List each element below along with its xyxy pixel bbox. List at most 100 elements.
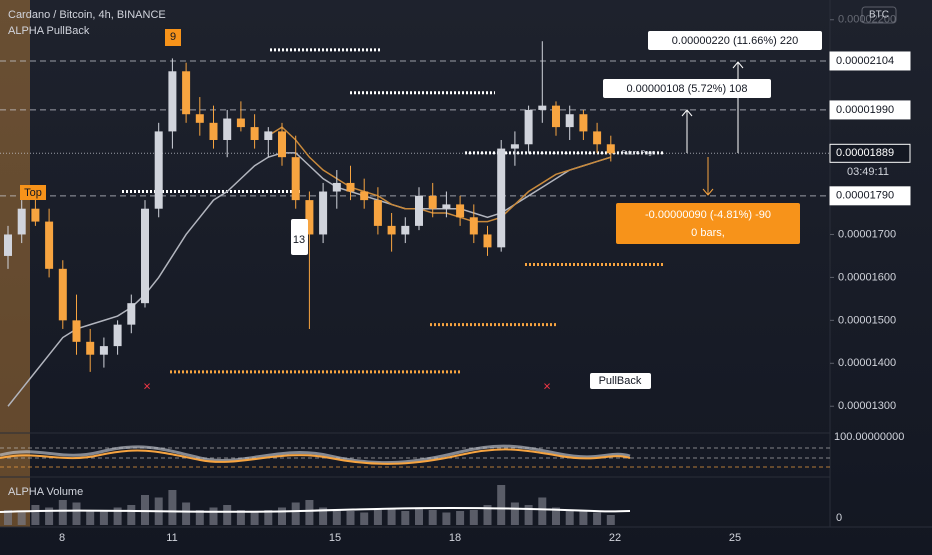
currency[interactable]: BTC [869,10,889,21]
candle-body [552,105,560,128]
candle-body [278,131,286,158]
volume-axis-label: 0 [836,512,842,524]
measure-text: 0 bars, [691,227,725,239]
x-tick-label: 15 [329,532,341,544]
volume-bar [168,490,177,525]
candle-body [182,71,191,115]
volume-bar [332,510,341,525]
pullback-label [590,373,651,389]
measure-text: 0.00000220 (11.66%) 220 [672,35,798,47]
count-label [165,29,181,46]
volume-bar [141,495,149,525]
highlight-band [0,0,30,527]
candle-body [469,217,478,235]
candle-body [428,195,437,209]
measure-box [603,79,771,98]
candle-body [305,200,314,235]
volume-bar [31,505,40,525]
ma-slow [7,152,612,407]
candle-body [346,182,355,192]
volume-bar [99,511,108,525]
candle-body [154,131,163,209]
volume-bar [428,510,437,525]
price-tag-label: 0.00001790 [836,190,894,202]
volume-bar [209,507,218,525]
volume-bar [195,510,204,525]
count-text: 9 [170,31,176,43]
volume-bar [552,507,560,525]
candle-body [291,157,300,201]
x-tick-label: 25 [729,532,741,544]
ma-fast [267,126,612,223]
volume-bar [606,515,615,525]
y-tick-label: 0.00001600 [838,271,896,283]
y-tick-label: 0.00001700 [838,228,896,240]
volume-bar [456,511,465,525]
y-tick-label: 0.00001500 [838,314,896,326]
volume-bar [236,510,245,525]
top-label [20,185,46,200]
price-tag-label: 0.00001990 [836,104,894,116]
volume-bar [182,502,191,525]
price-tag [829,186,911,206]
volume-bar [401,511,410,525]
volume-bar [538,497,547,525]
volume-bar [593,512,602,525]
volume-bar [278,507,286,525]
indicator-name: ALPHA PullBack [8,25,90,37]
candle-body [113,324,122,347]
volume-bar [373,510,382,525]
candle-body [236,118,245,128]
volume-bar [250,512,259,525]
volume-bar [58,500,67,525]
x-tick-label: 8 [59,532,65,544]
y-tick-label: 0.00001400 [838,357,896,369]
volume-bar [72,502,81,525]
volume-bar [223,505,232,525]
volume-bar [113,507,122,525]
volume-bar [45,507,54,525]
arrow-head [681,109,693,117]
candle-body [58,268,67,321]
candle-body [4,234,12,256]
count-label [291,219,308,255]
x-tick-label: 11 [166,532,177,544]
volume-bar [469,510,478,525]
cross-marker: × [143,378,151,393]
candle-body [373,200,382,226]
candle-body [565,114,574,128]
measure-text: -0.00000090 (-4.81%) -90 [645,209,771,221]
candle-body [319,191,328,235]
candle-body [415,195,423,226]
volume-bar [291,502,300,525]
candle-body [401,225,410,235]
countdown: 03:49:11 [847,166,889,178]
osc-line [0,448,631,465]
candle-body [538,105,547,110]
y-tick-label: 0.00001300 [838,400,896,412]
price-tag-label: 0.00001889 [836,147,894,159]
volume-bar [17,512,26,525]
candle-body [209,122,218,140]
candle-body [456,204,465,218]
measure-box [616,203,800,244]
candle-body [223,118,232,140]
count-text: 13 [293,234,305,246]
candle-body [387,225,396,235]
candle-body [579,114,588,132]
volume-bar [442,512,451,525]
candle-body [168,71,177,132]
osc-axis-label: 100.00000000 [834,431,904,443]
price-tag [829,100,911,120]
currency-button[interactable] [861,6,897,24]
arrow-head [702,188,714,196]
candle-body [127,303,136,325]
volume-bar [510,502,519,525]
candle-body [141,208,149,304]
volume-title: ALPHA Volume [8,486,83,498]
measure-text: 0.00000108 (5.72%) 108 [626,83,747,95]
volume-bar [565,510,574,525]
candle-body [86,341,95,355]
chart-title: Cardano / Bitcoin, 4h, BINANCE [8,9,166,21]
candle-body [442,204,451,209]
